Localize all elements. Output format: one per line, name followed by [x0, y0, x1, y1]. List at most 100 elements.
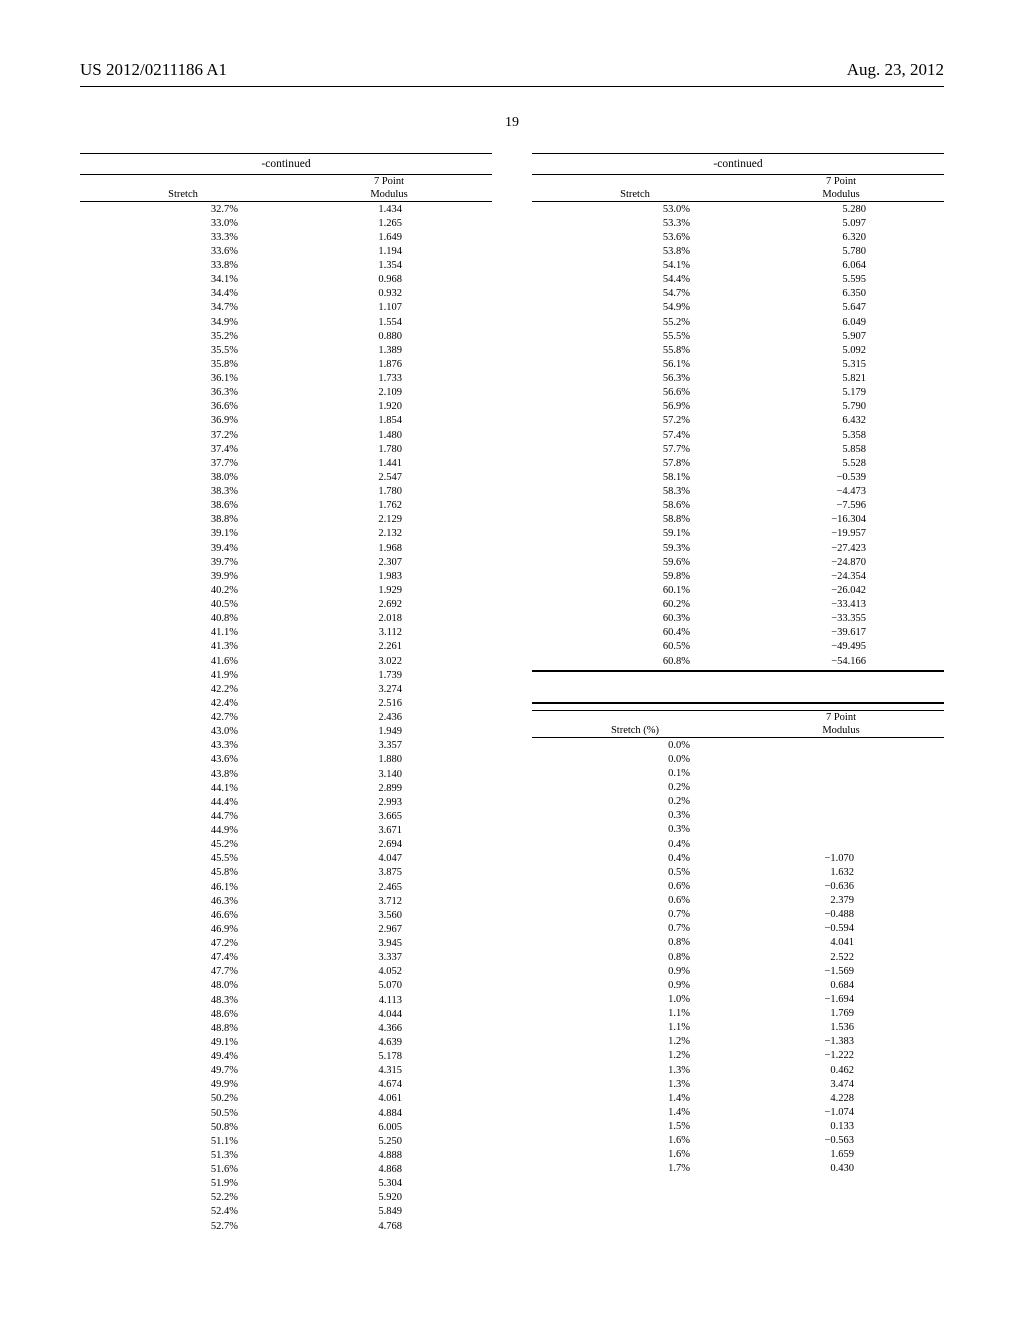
cell-modulus: 1.554: [286, 315, 492, 329]
table-row: 0.4%−1.070: [532, 851, 944, 865]
cell-modulus: 3.671: [286, 824, 492, 838]
cell-modulus: 1.659: [738, 1148, 944, 1162]
cell-modulus: [738, 795, 944, 809]
table-row: 1.6%−0.563: [532, 1134, 944, 1148]
cell-modulus: 4.113: [286, 993, 492, 1007]
cell-modulus: −0.594: [738, 922, 944, 936]
cell-stretch: 41.9%: [80, 668, 286, 682]
left-column: -continued 7 Point StretchModulus 32.7%1…: [80, 153, 492, 1233]
cell-modulus: 4.366: [286, 1021, 492, 1035]
table-row: 47.4%3.337: [80, 951, 492, 965]
cell-stretch: 55.8%: [532, 343, 738, 357]
table-row: 48.3%4.113: [80, 993, 492, 1007]
table-row: 1.1%1.769: [532, 1007, 944, 1021]
col-header-modulus-l2: Modulus: [738, 724, 944, 738]
table-row: 44.1%2.899: [80, 781, 492, 795]
table-row: 40.5%2.692: [80, 598, 492, 612]
cell-stretch: 44.7%: [80, 809, 286, 823]
cell-stretch: 59.1%: [532, 527, 738, 541]
table-row: 0.2%: [532, 781, 944, 795]
table-row: 1.6%1.659: [532, 1148, 944, 1162]
cell-stretch: 51.3%: [80, 1148, 286, 1162]
cell-modulus: 0.684: [738, 978, 944, 992]
cell-stretch: 0.4%: [532, 837, 738, 851]
table-row: 59.8%−24.354: [532, 569, 944, 583]
col-header-modulus-l1: 7 Point: [286, 175, 492, 189]
cell-modulus: 5.920: [286, 1191, 492, 1205]
table-row: 59.1%−19.957: [532, 527, 944, 541]
cell-modulus: [738, 837, 944, 851]
table-row: 1.3%0.462: [532, 1063, 944, 1077]
cell-stretch: 43.0%: [80, 725, 286, 739]
cell-stretch: 44.9%: [80, 824, 286, 838]
cell-modulus: 5.304: [286, 1177, 492, 1191]
cell-modulus: 1.632: [738, 865, 944, 879]
cell-modulus: 4.052: [286, 965, 492, 979]
patent-number: US 2012/0211186 A1: [80, 60, 227, 80]
cell-modulus: 5.250: [286, 1134, 492, 1148]
cell-stretch: 39.1%: [80, 527, 286, 541]
table-row: 0.6%2.379: [532, 894, 944, 908]
cell-stretch: 53.8%: [532, 244, 738, 258]
cell-modulus: 5.821: [738, 372, 944, 386]
table-row: 51.3%4.888: [80, 1148, 492, 1162]
cell-modulus: 2.465: [286, 880, 492, 894]
table-row: 0.3%: [532, 823, 944, 837]
table-row: 54.4%5.595: [532, 273, 944, 287]
cell-modulus: 5.179: [738, 386, 944, 400]
table-row: 60.8%−54.166: [532, 654, 944, 668]
cell-modulus: 3.875: [286, 866, 492, 880]
cell-stretch: 32.7%: [80, 202, 286, 217]
table-row: 1.1%1.536: [532, 1021, 944, 1035]
cell-stretch: 33.0%: [80, 216, 286, 230]
table-row: 56.3%5.821: [532, 372, 944, 386]
cell-modulus: 3.022: [286, 654, 492, 668]
cell-modulus: 1.649: [286, 230, 492, 244]
table-row: 46.6%3.560: [80, 908, 492, 922]
cell-modulus: 2.379: [738, 894, 944, 908]
cell-stretch: 36.6%: [80, 400, 286, 414]
table-row: 59.6%−24.870: [532, 555, 944, 569]
cell-modulus: 0.880: [286, 329, 492, 343]
cell-modulus: 5.595: [738, 273, 944, 287]
table-row: 46.1%2.465: [80, 880, 492, 894]
cell-stretch: 34.9%: [80, 315, 286, 329]
cell-stretch: 49.1%: [80, 1035, 286, 1049]
table-row: 0.0%: [532, 738, 944, 753]
cell-stretch: 45.2%: [80, 838, 286, 852]
cell-modulus: 4.044: [286, 1007, 492, 1021]
cell-stretch: 46.1%: [80, 880, 286, 894]
cell-modulus: 4.639: [286, 1035, 492, 1049]
table-row: 39.1%2.132: [80, 527, 492, 541]
cell-stretch: 35.5%: [80, 343, 286, 357]
cell-modulus: 3.112: [286, 626, 492, 640]
content-columns: -continued 7 Point StretchModulus 32.7%1…: [80, 153, 944, 1233]
cell-stretch: 53.0%: [532, 202, 738, 217]
cell-modulus: 5.647: [738, 301, 944, 315]
col-header-stretch-pct: Stretch (%): [532, 724, 738, 738]
table-row: 52.7%4.768: [80, 1219, 492, 1233]
cell-modulus: 3.665: [286, 809, 492, 823]
table-row: 48.6%4.044: [80, 1007, 492, 1021]
cell-modulus: 2.129: [286, 513, 492, 527]
page-header: US 2012/0211186 A1 Aug. 23, 2012: [80, 60, 944, 80]
cell-modulus: −0.539: [738, 470, 944, 484]
table-row: 50.8%6.005: [80, 1120, 492, 1134]
cell-stretch: 48.8%: [80, 1021, 286, 1035]
table-row: 35.2%0.880: [80, 329, 492, 343]
cell-stretch: 52.2%: [80, 1191, 286, 1205]
cell-modulus: 2.694: [286, 838, 492, 852]
cell-modulus: −27.423: [738, 541, 944, 555]
cell-modulus: 5.780: [738, 244, 944, 258]
cell-stretch: 60.5%: [532, 640, 738, 654]
table-row: 53.8%5.780: [532, 244, 944, 258]
table-row: 33.8%1.354: [80, 259, 492, 273]
cell-stretch: 34.1%: [80, 273, 286, 287]
table-row: 60.5%−49.495: [532, 640, 944, 654]
cell-stretch: 39.4%: [80, 541, 286, 555]
table-row: 38.8%2.129: [80, 513, 492, 527]
cell-modulus: [738, 766, 944, 780]
cell-stretch: 44.1%: [80, 781, 286, 795]
cell-stretch: 51.9%: [80, 1177, 286, 1191]
col-header-modulus-l2: Modulus: [286, 188, 492, 202]
